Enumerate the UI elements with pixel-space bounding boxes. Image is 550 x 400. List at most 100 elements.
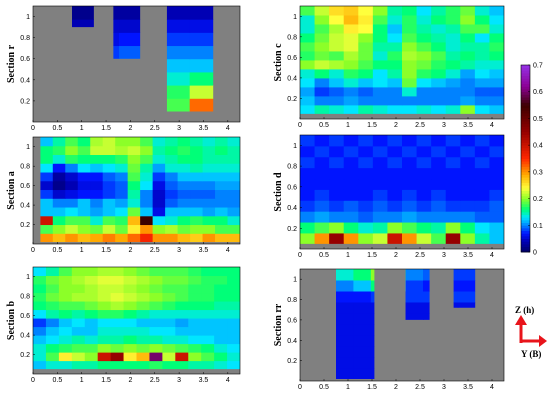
heatmap-cell <box>445 6 461 16</box>
heatmap-cell <box>214 284 228 294</box>
heatmap-cell <box>489 167 504 180</box>
heatmap-cell <box>474 86 490 97</box>
heatmap-cell <box>201 343 215 353</box>
heatmap-cell <box>102 189 116 199</box>
heatmap-cell <box>402 23 418 34</box>
heatmap-cell <box>90 154 104 164</box>
heatmap-cell <box>152 163 166 173</box>
x-tick-label: 1.5 <box>101 377 111 384</box>
heatmap-cell <box>227 198 241 208</box>
colorbar-step <box>521 78 530 82</box>
heatmap-cell <box>190 145 204 155</box>
heatmap-cell <box>227 352 240 362</box>
heatmap-cell <box>300 86 316 97</box>
heatmap-cell <box>431 23 447 34</box>
heatmap-cell <box>387 77 403 88</box>
heatmap-cell <box>90 189 104 199</box>
heatmap-cell <box>489 86 504 97</box>
heatmap-cell <box>474 68 490 79</box>
x-tick-label: 1.5 <box>367 122 377 129</box>
heatmap-cell <box>177 207 191 217</box>
heatmap-cell <box>457 280 476 292</box>
heatmap-cell <box>387 104 403 114</box>
heatmap-cell <box>329 23 345 34</box>
heatmap-cell <box>214 275 228 285</box>
heatmap-cell <box>358 167 374 180</box>
heatmap-cell <box>65 207 79 217</box>
heatmap-cell <box>343 86 359 97</box>
heatmap-cell <box>431 32 447 43</box>
heatmap-cell <box>40 198 54 208</box>
heatmap-cell <box>353 323 372 336</box>
heatmap-cell <box>102 224 116 234</box>
heatmap-cell <box>90 163 104 173</box>
heatmap-cell <box>201 352 215 362</box>
heatmap-cell <box>115 180 129 191</box>
heatmap-cell <box>336 367 354 379</box>
colorbar-step <box>521 73 530 77</box>
heatmap-cell <box>84 335 99 345</box>
heatmap-cell <box>136 292 150 302</box>
y-tick-label: 0.8 <box>287 164 297 171</box>
heatmap-cells <box>300 6 504 114</box>
heatmap-cell <box>177 233 191 243</box>
heatmap-cell <box>52 207 66 217</box>
heatmap-cell <box>177 154 191 164</box>
heatmap-cell <box>372 23 388 34</box>
heatmap-cell <box>115 207 129 217</box>
panel-frame <box>32 136 241 245</box>
heatmap-cells <box>300 135 504 244</box>
heatmap-cell <box>201 335 215 345</box>
y-tick-label: 0.6 <box>287 184 297 191</box>
heatmap-cell <box>431 6 447 16</box>
heatmap-cell <box>71 335 86 345</box>
heatmap-cell <box>314 145 330 158</box>
heatmap-cell <box>136 360 150 370</box>
heatmap-cell <box>84 267 99 277</box>
heatmap-cell <box>165 233 179 243</box>
heatmap-cell <box>177 180 191 191</box>
heatmap-cell <box>127 163 141 173</box>
heatmap-cell <box>387 145 403 158</box>
heatmap-cell <box>353 290 372 303</box>
heatmap-cell <box>33 352 47 362</box>
y-axis-label: Y (B) <box>521 349 541 359</box>
heatmap-cell <box>489 41 504 52</box>
heatmap-cell <box>474 77 490 88</box>
heatmap-cell <box>343 104 359 114</box>
heatmap-cell <box>489 200 504 212</box>
heatmap-cell <box>431 178 447 190</box>
y-tick-label: 0.4 <box>20 203 30 210</box>
heatmap-cell <box>136 352 150 362</box>
heatmap-cell <box>110 301 125 311</box>
heatmap-cell <box>189 71 214 86</box>
heatmap-cell <box>336 301 354 314</box>
heatmap-cell <box>227 180 241 191</box>
colorbar-step <box>521 129 530 133</box>
heatmap-cell <box>489 104 504 114</box>
heatmap-cell <box>177 172 191 182</box>
heatmap-cell <box>227 318 240 328</box>
heatmap-cell <box>214 326 228 336</box>
heatmap-cell <box>489 222 504 234</box>
heatmap-cell <box>402 86 418 97</box>
heatmap-cell <box>431 200 447 212</box>
colorbar-step <box>521 110 530 114</box>
heatmap-cell <box>460 156 476 169</box>
heatmap-cell <box>110 292 125 302</box>
heatmap-cell <box>97 352 112 362</box>
heatmap-cell <box>431 68 447 79</box>
heatmap-cell <box>343 50 359 61</box>
heatmap-cell <box>175 292 189 302</box>
heatmap-cell <box>300 167 316 180</box>
heatmap-cell <box>489 68 504 79</box>
heatmap-cell <box>402 95 418 106</box>
heatmap-cell <box>372 104 388 114</box>
heatmap-cell <box>123 292 137 302</box>
x-tick-label: 0 <box>298 252 302 259</box>
heatmap-cell <box>152 154 166 164</box>
x-tick-label: 2.5 <box>415 252 425 259</box>
heatmap-cell <box>166 71 191 86</box>
x-tick-label: 2 <box>128 247 132 254</box>
